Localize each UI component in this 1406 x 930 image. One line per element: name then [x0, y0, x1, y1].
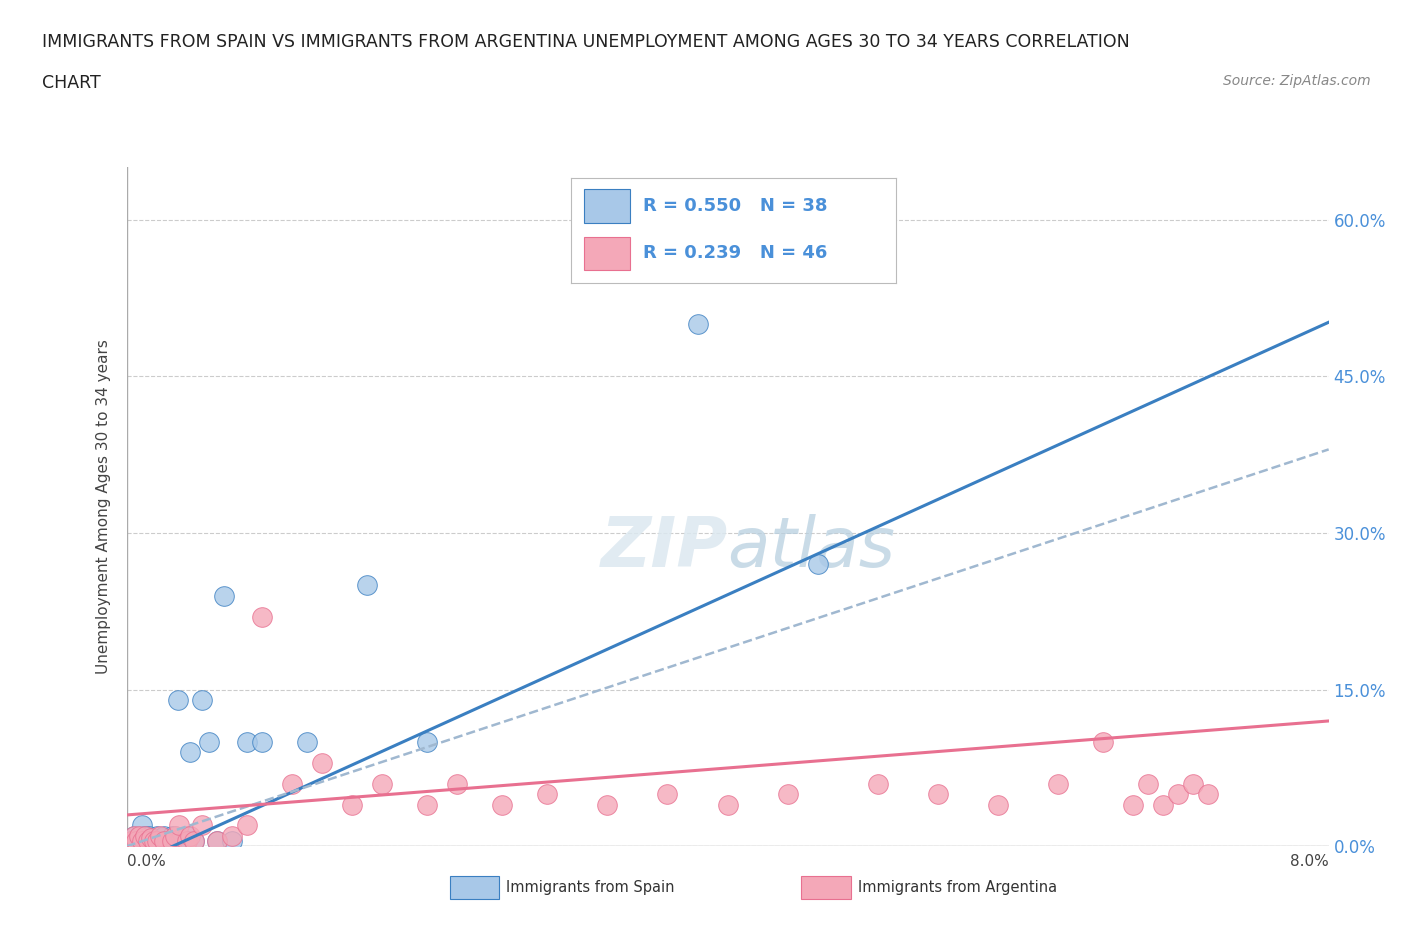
Point	[120, 833, 142, 848]
Point	[160, 833, 183, 848]
Point	[235, 735, 259, 750]
Point	[136, 833, 159, 848]
Point	[205, 833, 228, 848]
Point	[235, 818, 259, 833]
Point	[163, 829, 186, 844]
Point	[128, 829, 150, 844]
Point	[416, 735, 439, 750]
Text: Immigrants from Argentina: Immigrants from Argentina	[858, 880, 1057, 895]
Point	[491, 797, 513, 812]
Point	[927, 787, 949, 802]
Point	[131, 818, 153, 833]
Point	[149, 833, 172, 848]
Point	[596, 797, 619, 812]
Point	[446, 777, 468, 791]
Point	[311, 755, 333, 770]
Point	[1047, 777, 1070, 791]
Point	[163, 829, 186, 844]
Point	[866, 777, 889, 791]
Text: ZIP: ZIP	[600, 514, 728, 581]
Point	[145, 829, 167, 844]
Point	[149, 829, 172, 844]
Point	[176, 833, 198, 848]
Point	[134, 829, 156, 844]
Point	[190, 818, 212, 833]
Point	[1092, 735, 1115, 750]
Y-axis label: Unemployment Among Ages 30 to 34 years: Unemployment Among Ages 30 to 34 years	[96, 339, 111, 674]
Point	[536, 787, 558, 802]
Point	[124, 833, 146, 848]
Point	[160, 833, 183, 848]
Point	[169, 830, 191, 845]
Point	[250, 735, 273, 750]
Point	[212, 588, 235, 603]
Point	[120, 833, 142, 848]
Point	[356, 578, 378, 592]
Point	[124, 833, 146, 848]
Point	[250, 609, 273, 624]
Point	[145, 833, 167, 848]
Point	[153, 829, 176, 844]
Point	[1137, 777, 1160, 791]
Point	[657, 787, 679, 802]
Point	[160, 829, 183, 844]
Point	[1122, 797, 1144, 812]
Point	[135, 833, 157, 848]
Point	[190, 693, 212, 708]
Text: Immigrants from Spain: Immigrants from Spain	[506, 880, 675, 895]
Point	[179, 745, 201, 760]
Point	[776, 787, 799, 802]
Point	[139, 830, 162, 845]
Point	[122, 829, 145, 844]
Point	[176, 833, 198, 848]
Point	[153, 833, 176, 848]
Point	[167, 818, 190, 833]
Point	[1182, 777, 1205, 791]
Point	[166, 693, 188, 708]
Point	[183, 833, 205, 848]
Point	[281, 777, 304, 791]
Point	[1197, 787, 1219, 802]
Point	[183, 833, 205, 848]
Point	[371, 777, 394, 791]
Point	[128, 829, 150, 844]
Point	[1167, 787, 1189, 802]
Point	[221, 829, 243, 844]
Point	[176, 829, 198, 844]
Point	[142, 833, 165, 848]
Text: Source: ZipAtlas.com: Source: ZipAtlas.com	[1223, 74, 1371, 88]
Point	[122, 829, 145, 844]
Point	[131, 833, 153, 848]
Point	[198, 735, 221, 750]
Text: atlas: atlas	[728, 514, 896, 581]
Point	[1152, 797, 1174, 812]
Point	[807, 557, 830, 572]
Point	[139, 830, 162, 845]
Point	[340, 797, 363, 812]
Text: 8.0%: 8.0%	[1289, 854, 1329, 869]
Text: CHART: CHART	[42, 74, 101, 92]
Point	[134, 829, 156, 844]
Point	[150, 830, 173, 845]
Point	[142, 833, 165, 848]
Point	[686, 316, 709, 331]
Point	[156, 833, 179, 848]
Text: 0.0%: 0.0%	[127, 854, 166, 869]
Point	[416, 797, 439, 812]
Point	[205, 833, 228, 848]
Point	[221, 833, 243, 848]
Point	[295, 735, 318, 750]
Point	[987, 797, 1010, 812]
Point	[145, 833, 167, 848]
Point	[179, 829, 201, 844]
Text: IMMIGRANTS FROM SPAIN VS IMMIGRANTS FROM ARGENTINA UNEMPLOYMENT AMONG AGES 30 TO: IMMIGRANTS FROM SPAIN VS IMMIGRANTS FROM…	[42, 33, 1130, 50]
Point	[138, 829, 160, 844]
Point	[716, 797, 740, 812]
Point	[131, 833, 153, 848]
